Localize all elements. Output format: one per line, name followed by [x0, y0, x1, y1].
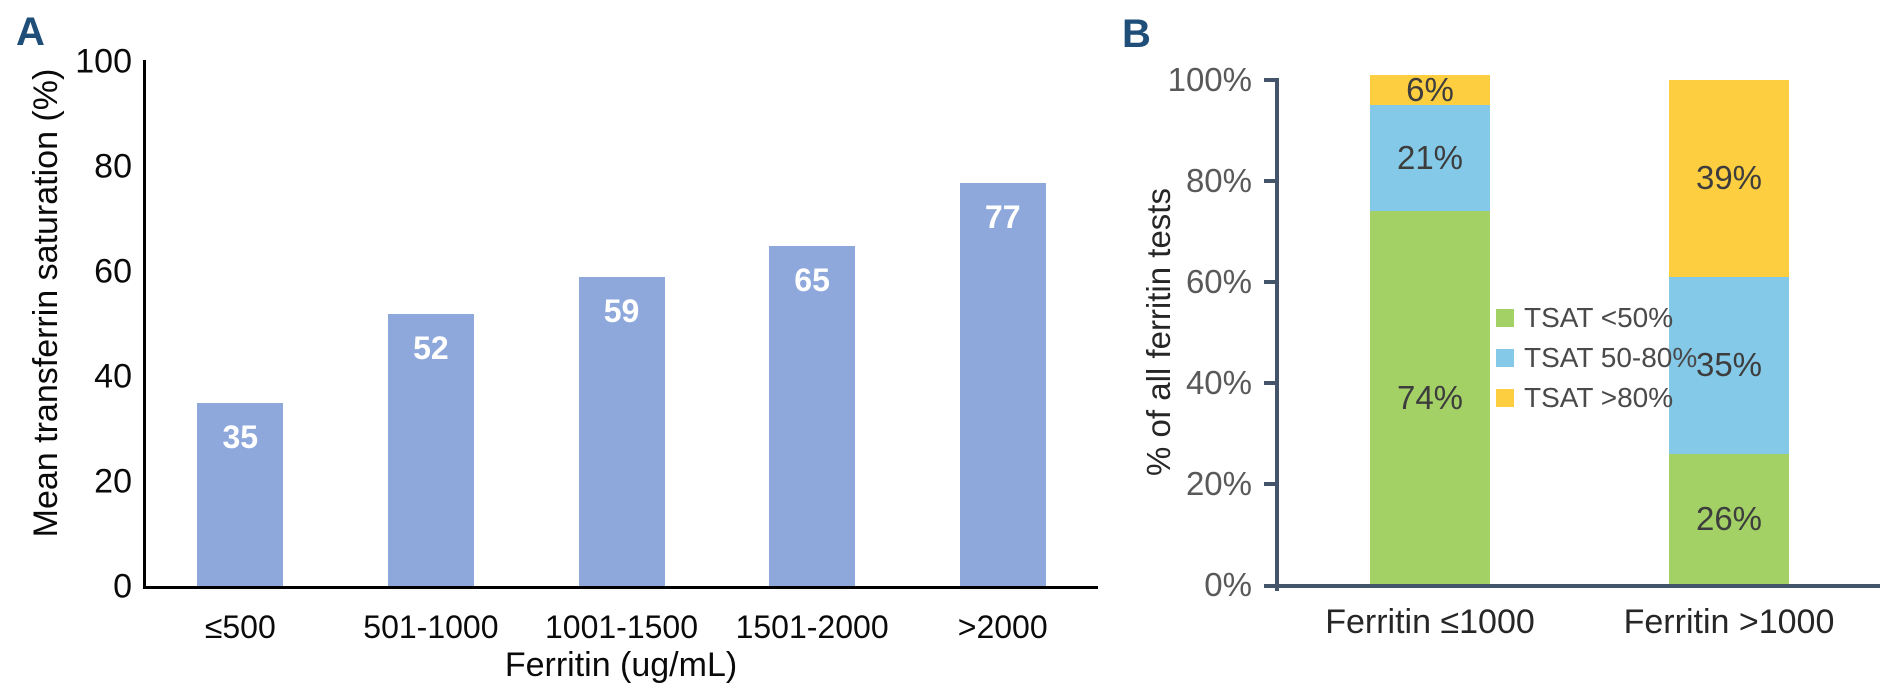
bar-b-segment-label: 74%	[1396, 379, 1464, 417]
y-tick-label-b: 80%	[1185, 162, 1252, 199]
y-tick-mark-b	[1264, 78, 1277, 82]
legend-swatch-0	[1496, 309, 1514, 327]
legend-swatch-1	[1496, 349, 1514, 367]
bar-b-segment-label: 39%	[1695, 159, 1763, 197]
x-tick-label-a: ≤500	[204, 609, 276, 645]
legend-swatch-2	[1496, 389, 1514, 407]
panel-a-x-axis-title: Ferritin (ug/mL)	[504, 646, 738, 684]
bar-b-0-segment-2	[1370, 74, 1490, 106]
panel-b-y-axis-title: % of all ferritin tests	[1140, 188, 1177, 476]
y-axis-line-a	[143, 60, 146, 589]
x-tick-label-b: Ferritin >1000	[1623, 603, 1835, 641]
y-tick-mark-b	[1264, 381, 1277, 385]
y-tick-label-b: 40%	[1185, 364, 1252, 401]
y-tick-label-b: 100%	[1167, 61, 1252, 98]
bar-a-4	[959, 182, 1046, 587]
bar-a-value-label: 65	[794, 261, 830, 298]
bar-a-value-label: 35	[222, 419, 259, 456]
bar-a-3	[769, 245, 856, 587]
legend-label-2: TSAT >80%	[1524, 382, 1674, 413]
panel-a-letter: A	[16, 10, 46, 54]
legend-label-1: TSAT 50-80%	[1524, 342, 1698, 373]
y-tick-mark-b	[1264, 482, 1277, 486]
x-tick-label-a: 501-1000	[363, 609, 499, 645]
y-tick-mark-b	[1264, 179, 1277, 183]
y-tick-label-b: 0%	[1204, 566, 1252, 603]
y-tick-label-b: 60%	[1185, 263, 1252, 300]
bar-a-1	[387, 314, 474, 587]
y-tick-label-b: 20%	[1185, 465, 1252, 502]
bar-b-segment-label: 21%	[1396, 139, 1464, 177]
bar-a-2	[578, 277, 665, 587]
y-tick-mark-b	[1264, 280, 1277, 284]
bar-b-segment-label: 26%	[1695, 500, 1763, 538]
bar-b-segment-label: 35%	[1695, 346, 1763, 384]
bar-a-0	[197, 403, 284, 587]
bar-a-value-label: 59	[603, 293, 640, 330]
y-tick-label-a: 20	[94, 462, 132, 501]
y-axis-line-b	[1275, 78, 1279, 591]
bar-b-0-segment-1	[1370, 105, 1490, 212]
x-tick-label-a: 1501-2000	[735, 609, 889, 645]
y-tick-label-a: 40	[94, 357, 132, 396]
panel-b-letter: B	[1122, 12, 1152, 56]
x-tick-label-b: Ferritin ≤1000	[1325, 603, 1535, 641]
y-tick-label-a: 0	[113, 567, 132, 606]
legend-label-0: TSAT <50%	[1524, 302, 1674, 333]
y-tick-label-a: 60	[94, 252, 132, 291]
bar-a-value-label: 77	[984, 198, 1021, 235]
bar-b-1-segment-0	[1669, 453, 1789, 585]
bar-a-value-label: 52	[413, 330, 449, 366]
bar-b-0-segment-0	[1370, 211, 1490, 585]
bar-b-1-segment-1	[1669, 276, 1789, 454]
y-tick-label-a: 100	[75, 42, 132, 81]
x-axis-line-b	[1264, 584, 1880, 588]
x-tick-label-a: >2000	[957, 609, 1048, 645]
bar-b-segment-label: 6%	[1406, 71, 1454, 109]
y-tick-label-a: 80	[94, 147, 132, 186]
bar-b-1-segment-2	[1669, 80, 1789, 277]
x-axis-line-a	[143, 586, 1098, 589]
x-tick-label-a: 1001-1500	[544, 609, 699, 645]
